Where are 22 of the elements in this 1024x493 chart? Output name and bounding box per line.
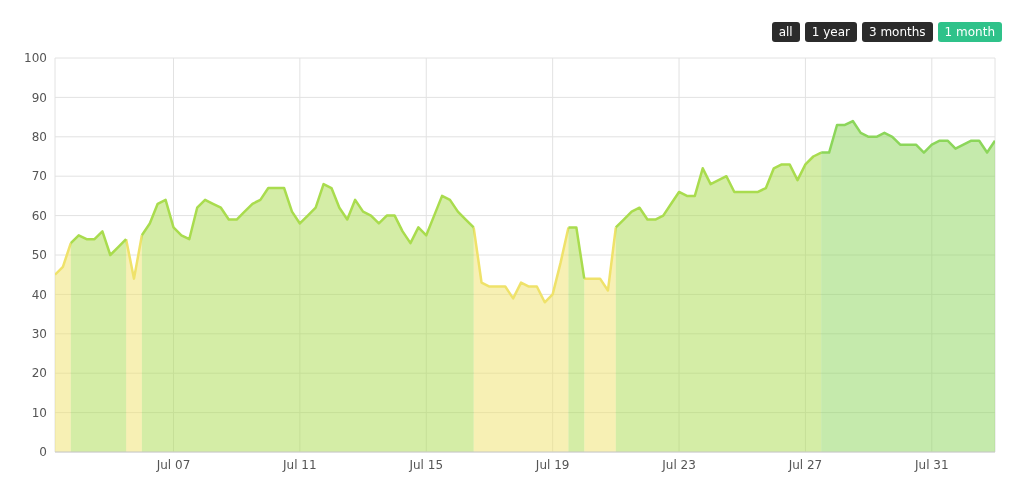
x-tick-label: Jul 15 <box>408 457 444 472</box>
y-tick-label: 0 <box>39 445 47 460</box>
y-tick-label: 30 <box>31 327 47 342</box>
y-tick-label: 80 <box>31 130 47 145</box>
y-tick-label: 10 <box>31 405 47 420</box>
x-tick-label: Jul 19 <box>534 457 570 472</box>
x-tick-label: Jul 23 <box>661 457 696 472</box>
y-tick-label: 60 <box>31 208 47 223</box>
text: 1 year <box>804 22 857 42</box>
y-tick-label: 40 <box>31 287 47 302</box>
x-tick-label: Jul 31 <box>914 457 949 472</box>
y-tick-label: 50 <box>31 248 47 263</box>
y-tick-label: 90 <box>31 90 47 105</box>
x-tick-label: Jul 07 <box>155 457 191 472</box>
y-tick-label: 20 <box>31 366 47 381</box>
y-tick-label: 70 <box>31 169 47 184</box>
text: all <box>771 22 800 42</box>
text: 3 months <box>861 22 933 42</box>
text: 1 month <box>937 22 1002 42</box>
x-tick-label: Jul 11 <box>282 457 317 472</box>
y-tick-label: 100 <box>24 51 47 66</box>
x-tick-label: Jul 27 <box>787 457 823 472</box>
